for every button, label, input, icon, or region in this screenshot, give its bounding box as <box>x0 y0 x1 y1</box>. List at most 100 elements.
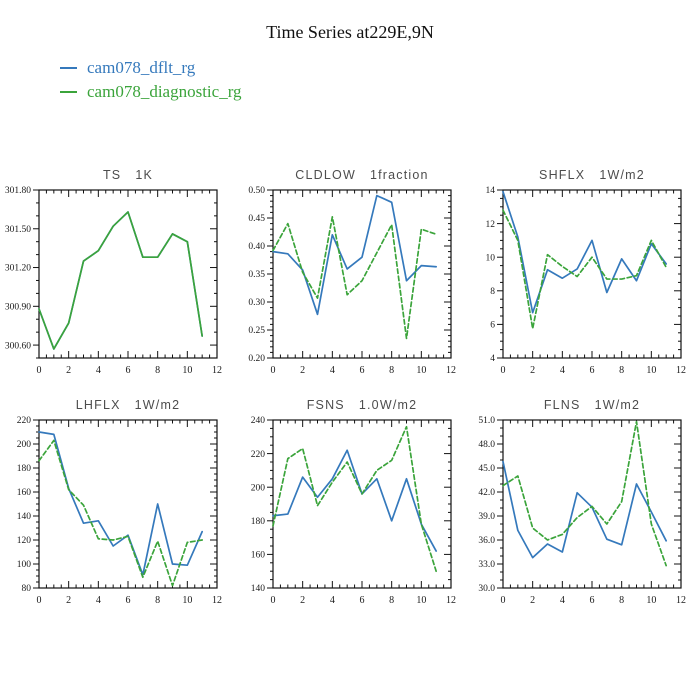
y-tick-label: 220 <box>251 450 266 460</box>
subplot-title-cldlow: CLDLOW 1fraction <box>295 168 428 182</box>
legend-item-dflt: cam078_dflt_rg <box>60 56 242 80</box>
x-tick-label: 10 <box>646 365 656 376</box>
x-tick-label: 4 <box>330 365 335 376</box>
y-tick-label: 301.50 <box>5 225 31 235</box>
legend-label: cam078_dflt_rg <box>87 58 196 77</box>
x-tick-label: 10 <box>182 365 192 376</box>
y-tick-label: 0.40 <box>248 242 265 252</box>
x-tick-label: 8 <box>389 365 394 376</box>
legend: cam078_dflt_rg cam078_diagnostic_rg <box>60 56 242 104</box>
subplot-cldlow: CLDLOW 1fraction 0.20 0.25 0.30 0.35 0.40 0.45… <box>248 168 456 376</box>
y-tick-label: 200 <box>251 483 266 493</box>
series-line-cam078_dflt_rg <box>272 449 438 552</box>
y-tick-label: 301.80 <box>5 186 31 196</box>
plot-frame <box>502 189 682 359</box>
x-tick-label: 0 <box>501 595 506 606</box>
x-tick-label: 4 <box>330 595 335 606</box>
x-tick-label: 2 <box>300 595 305 606</box>
x-tick-label: 4 <box>96 365 101 376</box>
subplot-lhflx: LHFLX 1W/m2 80 100 120 140 160 180 200 220 0 2 4 6 8 1… <box>17 398 222 606</box>
x-tick-label: 10 <box>646 595 656 606</box>
y-tick-label: 30.0 <box>478 584 495 594</box>
x-tick-label: 12 <box>446 595 456 606</box>
y-tick-label: 0.30 <box>248 298 265 308</box>
y-tick-label: 8 <box>490 287 495 297</box>
y-tick-label: 36.0 <box>478 536 495 546</box>
y-tick-label: 140 <box>251 584 266 594</box>
subplot-ts: TS 1K 300.60 300.90 301.20 301.50 301.80 0 2 4 6 8… <box>5 168 222 376</box>
x-tick-label: 8 <box>619 365 624 376</box>
line-swatch-icon <box>60 90 77 94</box>
y-tick-label: 180 <box>17 464 32 474</box>
y-tick-label: 33.0 <box>478 560 495 570</box>
x-tick-label: 10 <box>416 365 426 376</box>
x-tick-label: 0 <box>501 365 506 376</box>
x-tick-label: 12 <box>212 595 222 606</box>
x-tick-label: 2 <box>66 365 71 376</box>
x-tick-label: 8 <box>619 595 624 606</box>
x-tick-label: 6 <box>126 365 131 376</box>
series-line-cam078_dflt_rg <box>502 190 668 314</box>
x-tick-label: 6 <box>126 595 131 606</box>
series-line-cam078_dflt_rg <box>502 460 668 559</box>
plot-frame <box>38 419 218 589</box>
x-tick-label: 4 <box>96 595 101 606</box>
y-tick-label: 300.60 <box>5 341 31 351</box>
x-tick-label: 6 <box>590 365 595 376</box>
x-tick-label: 0 <box>271 595 276 606</box>
y-tick-label: 0.35 <box>248 270 265 280</box>
y-tick-label: 6 <box>490 321 495 331</box>
subplot-flns: FLNS 1W/m2 30.0 33.0 36.0 39.0 42.0 45.0 48.0 51… <box>478 398 686 606</box>
y-tick-label: 180 <box>251 517 266 527</box>
x-tick-label: 12 <box>212 365 222 376</box>
page-title: Time Series at229E,9N <box>266 22 434 42</box>
series-line-cam078_diagnostic_rg <box>502 209 668 330</box>
x-tick-label: 2 <box>300 365 305 376</box>
series-line-cam078_diagnostic_rg <box>272 425 438 573</box>
plot-frame <box>502 419 682 589</box>
y-tick-label: 160 <box>17 488 32 498</box>
y-tick-label: 12 <box>486 220 496 230</box>
y-tick-label: 10 <box>486 253 496 263</box>
subplot-title-ts: TS 1K <box>103 168 153 182</box>
x-tick-label: 0 <box>271 365 276 376</box>
y-tick-label: 140 <box>17 512 32 522</box>
subplot-title-shflx: SHFLX 1W/m2 <box>539 168 645 182</box>
x-tick-label: 8 <box>155 365 160 376</box>
x-tick-label: 2 <box>66 595 71 606</box>
plot-frame <box>272 419 452 589</box>
plot-frame <box>272 189 452 359</box>
y-tick-label: 160 <box>251 551 266 561</box>
y-tick-label: 301.20 <box>5 264 31 274</box>
subplot-title-fsns: FSNS 1.0W/m2 <box>307 398 418 412</box>
series-line-cam078_diagnostic_rg <box>272 216 438 340</box>
y-tick-label: 200 <box>17 440 32 450</box>
y-tick-label: 51.0 <box>478 416 495 426</box>
y-tick-label: 240 <box>251 416 266 426</box>
series-line-cam078_dflt_rg <box>272 194 438 316</box>
series-line-cam078_dflt_rg <box>38 211 204 350</box>
x-tick-label: 10 <box>416 595 426 606</box>
y-tick-label: 300.90 <box>5 303 31 313</box>
y-tick-label: 42.0 <box>478 488 495 498</box>
y-tick-label: 48.0 <box>478 440 495 450</box>
y-tick-label: 45.0 <box>478 464 495 474</box>
y-tick-label: 80 <box>22 584 32 594</box>
x-tick-label: 12 <box>676 365 686 376</box>
y-tick-label: 0.45 <box>248 214 265 224</box>
series-line-cam078_diagnostic_rg <box>38 211 204 350</box>
y-tick-label: 120 <box>17 536 32 546</box>
y-tick-label: 220 <box>17 416 32 426</box>
x-tick-label: 4 <box>560 595 565 606</box>
subplot-shflx: SHFLX 1W/m2 4 6 8 10 12 14 0 2 4 6 8 10 12 <box>486 168 687 376</box>
plot-frame <box>38 189 218 359</box>
x-tick-label: 8 <box>155 595 160 606</box>
x-tick-label: 0 <box>37 365 42 376</box>
x-tick-label: 12 <box>446 365 456 376</box>
x-tick-label: 10 <box>182 595 192 606</box>
y-tick-label: 0.20 <box>248 354 265 364</box>
line-swatch-icon <box>60 66 77 70</box>
series-line-cam078_dflt_rg <box>38 431 204 576</box>
y-tick-label: 0.50 <box>248 186 265 196</box>
